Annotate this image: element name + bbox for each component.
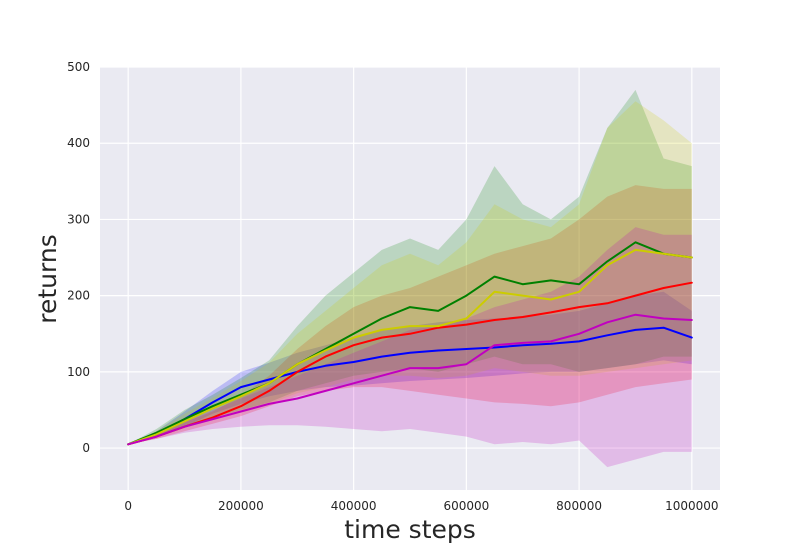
series-band xyxy=(128,101,692,445)
series-band xyxy=(128,227,692,468)
series-band xyxy=(128,89,692,445)
y-tick-label: 100 xyxy=(67,365,90,379)
x-tick-label: 400000 xyxy=(331,499,377,513)
series-line xyxy=(127,248,693,446)
y-tick-labels: 0 100 200 300 400 500 xyxy=(67,60,90,455)
x-tick-label: 1000000 xyxy=(665,499,718,513)
series-line xyxy=(127,326,693,446)
x-axis-title: time steps xyxy=(344,515,476,544)
grid xyxy=(100,66,720,490)
y-tick-label: 200 xyxy=(67,289,90,303)
y-tick-label: 0 xyxy=(82,441,90,455)
x-tick-label: 600000 xyxy=(443,499,489,513)
x-tick-label: 800000 xyxy=(556,499,602,513)
series-line xyxy=(127,281,693,446)
x-tick-labels: 0 200000 400000 600000 800000 1000000 xyxy=(124,499,718,513)
series-line xyxy=(127,241,693,446)
y-tick-label: 300 xyxy=(67,212,90,226)
x-tick-label: 0 xyxy=(124,499,132,513)
series-line xyxy=(127,313,693,446)
y-axis-title: returns xyxy=(33,234,62,323)
plot-background xyxy=(100,67,720,490)
x-tick-label: 200000 xyxy=(218,499,264,513)
y-tick-label: 400 xyxy=(67,136,90,150)
y-tick-label: 500 xyxy=(67,60,90,74)
series-lines xyxy=(127,241,693,446)
